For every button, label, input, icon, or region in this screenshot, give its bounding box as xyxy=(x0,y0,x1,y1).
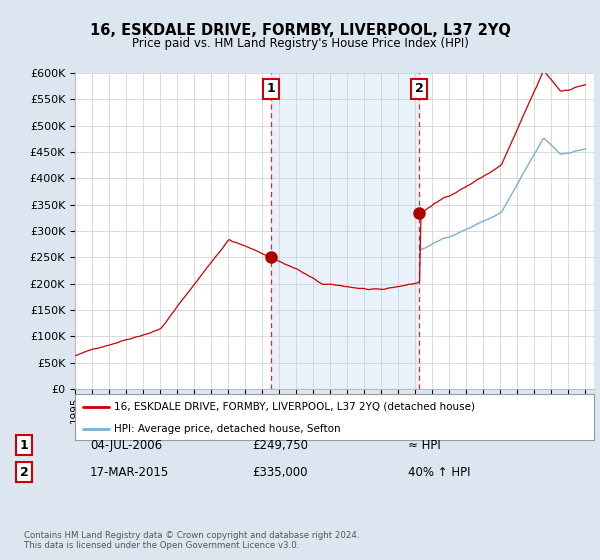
Text: 40% ↑ HPI: 40% ↑ HPI xyxy=(408,465,470,479)
Text: £335,000: £335,000 xyxy=(252,465,308,479)
Text: 1: 1 xyxy=(20,438,28,452)
Text: 04-JUL-2006: 04-JUL-2006 xyxy=(90,438,162,452)
Text: £249,750: £249,750 xyxy=(252,438,308,452)
Text: Price paid vs. HM Land Registry's House Price Index (HPI): Price paid vs. HM Land Registry's House … xyxy=(131,37,469,50)
Text: HPI: Average price, detached house, Sefton: HPI: Average price, detached house, Seft… xyxy=(114,424,341,435)
Bar xyxy=(271,73,419,389)
Text: Contains HM Land Registry data © Crown copyright and database right 2024.
This d: Contains HM Land Registry data © Crown c… xyxy=(24,530,359,550)
Text: 16, ESKDALE DRIVE, FORMBY, LIVERPOOL, L37 2YQ: 16, ESKDALE DRIVE, FORMBY, LIVERPOOL, L3… xyxy=(89,24,511,38)
Text: 2: 2 xyxy=(20,465,28,479)
Text: ≈ HPI: ≈ HPI xyxy=(408,438,441,452)
Text: 17-MAR-2015: 17-MAR-2015 xyxy=(90,465,169,479)
Text: 2: 2 xyxy=(415,82,423,95)
Text: 16, ESKDALE DRIVE, FORMBY, LIVERPOOL, L37 2YQ (detached house): 16, ESKDALE DRIVE, FORMBY, LIVERPOOL, L3… xyxy=(114,402,475,412)
Text: 1: 1 xyxy=(266,82,275,95)
